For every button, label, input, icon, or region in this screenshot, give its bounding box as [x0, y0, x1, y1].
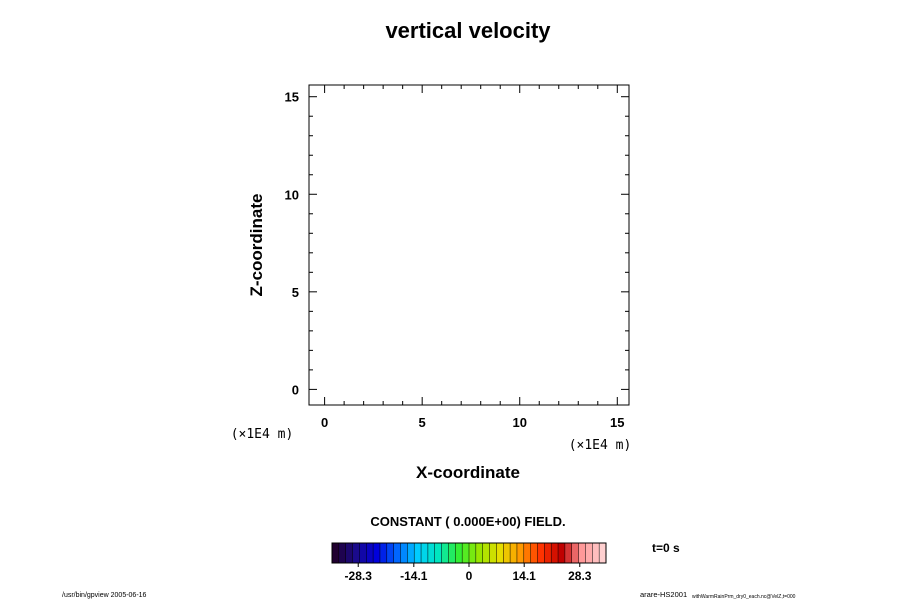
colorbar-cell	[352, 543, 360, 563]
colorbar-cell	[475, 543, 483, 563]
chart-title: vertical velocity	[385, 18, 551, 43]
colorbar-tick-label: 28.3	[568, 569, 592, 583]
x-axis-unit: (×1E4 m)	[569, 438, 632, 453]
colorbar-cell	[469, 543, 477, 563]
colorbar-cell	[537, 543, 545, 563]
colorbar-cell	[427, 543, 436, 563]
colorbar-cell	[448, 543, 456, 563]
x-axis-label: X-coordinate	[416, 463, 520, 482]
colorbar-cell	[386, 543, 394, 563]
colorbar-cell	[585, 543, 593, 563]
colorbar-cell	[373, 543, 381, 563]
y-tick-label: 10	[285, 187, 299, 202]
colorbar-cell	[571, 543, 579, 563]
y-axis-unit: (×1E4 m)	[231, 427, 294, 442]
colorbar-cell	[332, 543, 340, 563]
colorbar-cell	[414, 543, 422, 563]
colorbar-cell	[434, 543, 442, 563]
x-tick-label: 10	[512, 415, 526, 430]
colorbar: -28.3 -14.1 0 14.1 28.3	[331, 542, 607, 583]
colorbar-tick-label: -14.1	[400, 569, 428, 583]
colorbar-cell	[359, 543, 367, 563]
plot-axes: 0 5 10 15 0 5 10 15	[285, 84, 630, 430]
x-tick-label: 15	[610, 415, 624, 430]
colorbar-cell	[379, 543, 388, 563]
colorbar-cell	[455, 543, 463, 563]
colorbar-cell	[578, 543, 586, 563]
y-tick-label: 15	[285, 90, 299, 105]
colorbar-cell	[564, 543, 573, 563]
colorbar-cell	[551, 543, 559, 563]
colorbar-cell	[558, 543, 566, 563]
colorbar-tick-label: 14.1	[513, 569, 537, 583]
colorbar-tick-label: 0	[466, 569, 473, 583]
colorbar-cell	[338, 543, 346, 563]
time-label: t=0 s	[652, 541, 680, 555]
y-tick-label: 0	[292, 382, 299, 397]
colorbar-cell	[592, 543, 600, 563]
colorbar-cell	[496, 543, 504, 563]
plot-frame	[308, 84, 630, 406]
colorbar-cell	[599, 543, 607, 563]
y-axis-label: Z-coordinate	[247, 194, 266, 297]
colorbar-cell	[516, 543, 525, 563]
x-tick-label: 0	[321, 415, 328, 430]
footer-right-main: arare-HS2001	[640, 590, 687, 599]
colorbar-cell	[421, 543, 429, 563]
colorbar-cell	[482, 543, 490, 563]
colorbar-cell	[366, 543, 374, 563]
colorbar-cell	[530, 543, 538, 563]
field-message: CONSTANT ( 0.000E+00) FIELD.	[370, 514, 565, 529]
colorbar-cell	[503, 543, 511, 563]
colorbar-cell	[441, 543, 449, 563]
colorbar-cell	[544, 543, 552, 563]
colorbar-cell	[462, 543, 470, 563]
colorbar-cell	[393, 543, 401, 563]
colorbar-tick-label: -28.3	[345, 569, 373, 583]
colorbar-cell	[510, 543, 518, 563]
y-tick-label: 5	[292, 285, 299, 300]
colorbar-cell	[407, 543, 415, 563]
x-tick-label: 5	[419, 415, 426, 430]
colorbar-cell	[400, 543, 408, 563]
footer-right-small: withWarmRainPrm_dry0_each.nc@VelZ,t=000	[692, 594, 796, 600]
footer-left: /usr/bin/gpview 2005-06-16	[62, 592, 147, 599]
colorbar-cell	[345, 543, 353, 563]
colorbar-cell	[523, 543, 531, 563]
colorbar-cell	[489, 543, 497, 563]
